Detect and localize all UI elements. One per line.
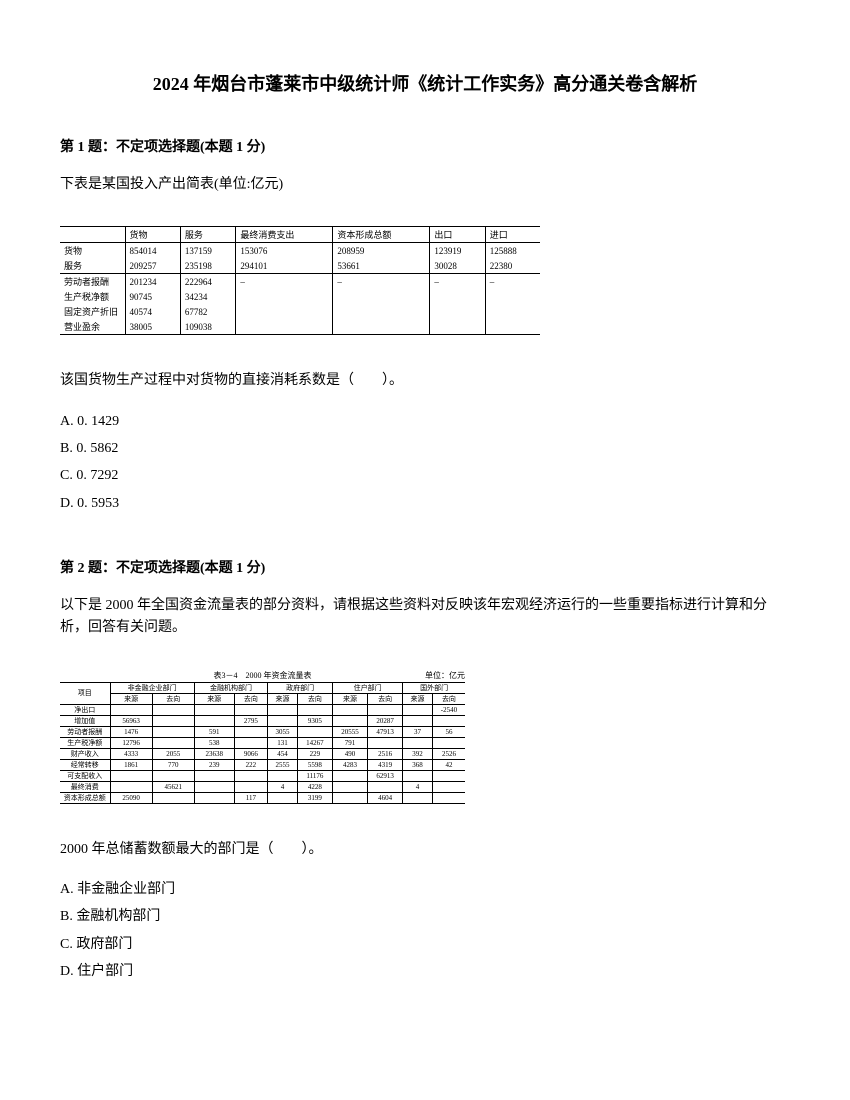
t1-h0 xyxy=(60,227,125,243)
t2-h1: 非金融企业部门 xyxy=(110,682,194,693)
q1-stem: 该国货物生产过程中对货物的直接消耗系数是（ ）。 xyxy=(60,370,790,392)
q2-table: 表3－4 2000 年资金流量表 单位：亿元 项目 非金融企业部门 金融机构部门… xyxy=(60,670,790,804)
q1-opt-d: D. 0. 5953 xyxy=(60,490,790,517)
t2-caption-right: 单位：亿元 xyxy=(425,670,465,681)
t2-h5: 国外部门 xyxy=(403,682,465,693)
table-row: 生产税净额1279653813114267791 xyxy=(60,737,465,748)
t1-h6: 进口 xyxy=(485,227,540,243)
q1-opt-c: C. 0. 7292 xyxy=(60,462,790,489)
table-row: 净出口-2540 xyxy=(60,704,465,715)
table-row: 资本形成总额2509011731994604 xyxy=(60,792,465,803)
q2-stem: 2000 年总储蓄数额最大的部门是（ ）。 xyxy=(60,839,790,861)
t1-h1: 货物 xyxy=(125,227,180,243)
t2-caption-center: 表3－4 2000 年资金流量表 xyxy=(60,670,465,681)
q2-opt-d: D. 住户部门 xyxy=(60,958,790,985)
table-row: 营业盈余38005109038 xyxy=(60,319,540,335)
table-row: 增加值569632795930520287 xyxy=(60,715,465,726)
page-title: 2024 年烟台市蓬莱市中级统计师《统计工作实务》高分通关卷含解析 xyxy=(60,70,790,96)
t2-h3: 政府部门 xyxy=(268,682,333,693)
t1-h2: 服务 xyxy=(180,227,235,243)
table-row: 货物854014137159153076208959123919125888 xyxy=(60,243,540,259)
q1-table: 货物 服务 最终消费支出 资本形成总额 出口 进口 货物854014137159… xyxy=(60,226,790,335)
table-row: 最终消费45621442284 xyxy=(60,781,465,792)
q2-opt-c: C. 政府部门 xyxy=(60,931,790,958)
q1-options: A. 0. 1429 B. 0. 5862 C. 0. 7292 D. 0. 5… xyxy=(60,408,790,517)
table-row: 经常转移1861770239222255555984283431936842 xyxy=(60,759,465,770)
q1-opt-b: B. 0. 5862 xyxy=(60,435,790,462)
q2-text: 以下是 2000 年全国资金流量表的部分资料，请根据这些资料对反映该年宏观经济运… xyxy=(60,595,790,640)
t1-h3: 最终消费支出 xyxy=(236,227,333,243)
t2-h4: 住户部门 xyxy=(332,682,402,693)
q2-options: A. 非金融企业部门 B. 金融机构部门 C. 政府部门 D. 住户部门 xyxy=(60,876,790,985)
q2-header: 第 2 题：不定项选择题(本题 1 分) xyxy=(60,557,790,577)
table-row: 劳动者报酬201234222964–––– xyxy=(60,274,540,290)
q2-opt-a: A. 非金融企业部门 xyxy=(60,876,790,903)
q2-opt-b: B. 金融机构部门 xyxy=(60,903,790,930)
table-row: 财产收入433320552363890664542294902516392252… xyxy=(60,748,465,759)
q1-text: 下表是某国投入产出简表(单位:亿元) xyxy=(60,174,790,196)
q1-header: 第 1 题：不定项选择题(本题 1 分) xyxy=(60,136,790,156)
table-row: 生产税净额9074534234 xyxy=(60,289,540,304)
table-row: 服务209257235198294101536613002822380 xyxy=(60,258,540,274)
t2-h-item: 项目 xyxy=(60,682,110,704)
t1-h5: 出口 xyxy=(430,227,485,243)
t1-h4: 资本形成总额 xyxy=(333,227,430,243)
table-row: 固定资产折旧4057467782 xyxy=(60,304,540,319)
table-row: 可支配收入1117662913 xyxy=(60,770,465,781)
table-row: 劳动者报酬1476591305520555479133756 xyxy=(60,726,465,737)
t2-h2: 金融机构部门 xyxy=(194,682,267,693)
q1-opt-a: A. 0. 1429 xyxy=(60,408,790,435)
